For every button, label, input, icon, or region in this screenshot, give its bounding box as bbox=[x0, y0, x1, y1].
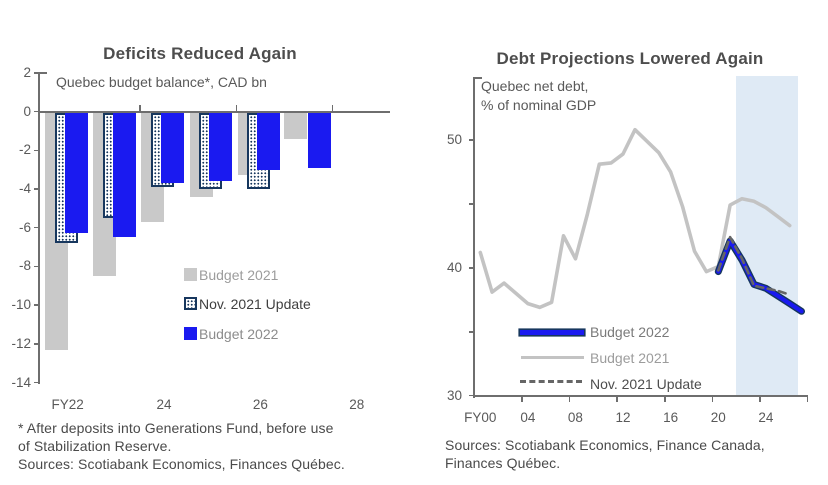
left-chart-footnote-line-2: of Stabilization Reserve. bbox=[18, 438, 172, 454]
left-chart-sources: Sources: Scotiabank Economics, Finances … bbox=[18, 456, 345, 472]
line-budget-2021 bbox=[478, 127, 792, 310]
right-chart-subtitle-line-2: % of nominal GDP bbox=[481, 97, 597, 113]
right-chart-sources-line-2: Finances Québec. bbox=[445, 455, 561, 471]
forecast-shading-region bbox=[736, 76, 798, 396]
right-chart-sources-line-1: Sources: Scotiabank Economics, Finance C… bbox=[445, 437, 765, 453]
right-chart-title: Debt Projections Lowered Again bbox=[496, 49, 764, 68]
left-chart-footnote-line-1: * After deposits into Generations Fund, … bbox=[18, 420, 334, 436]
right-chart-subtitle-line-1: Quebec net debt, bbox=[481, 78, 589, 94]
left-chart-subtitle: Quebec budget balance*, CAD bn bbox=[56, 74, 267, 90]
line-budget-2022 bbox=[716, 238, 804, 314]
left-chart-title: Deficits Reduced Again bbox=[103, 44, 297, 63]
line-nov-2021-update bbox=[716, 235, 792, 297]
